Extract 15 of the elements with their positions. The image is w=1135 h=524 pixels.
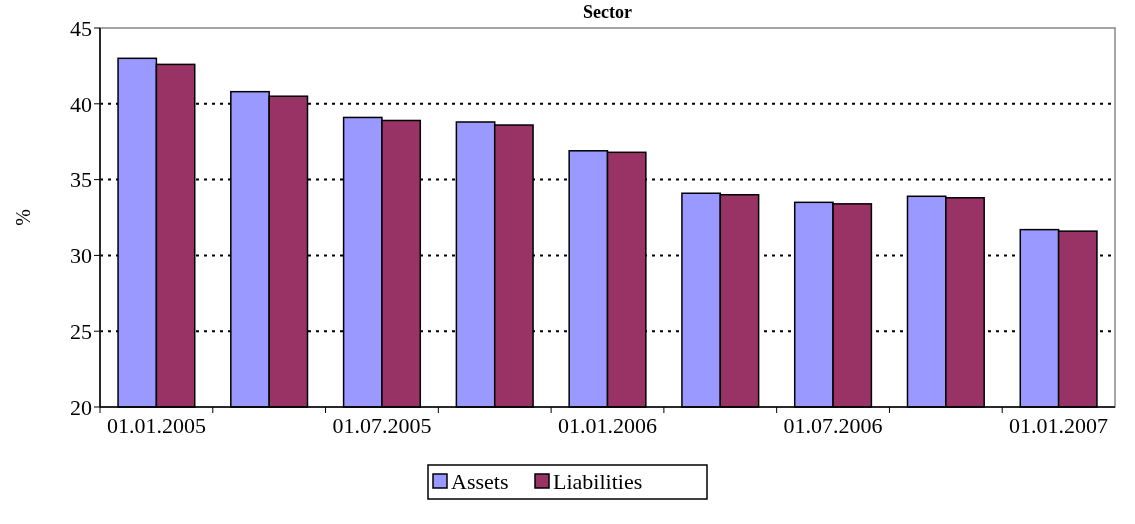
legend-label: Liabilities (553, 469, 643, 494)
y-axis-title: % (12, 209, 34, 226)
y-tick-label: 30 (70, 243, 92, 269)
y-tick-label: 45 (70, 15, 92, 41)
x-tick-label: 01.01.2006 (558, 413, 657, 438)
y-tick-label: 20 (70, 394, 92, 420)
y-tick-label: 35 (70, 167, 92, 193)
x-tick-label: 01.01.2007 (1009, 413, 1109, 438)
x-tick-label: 01.07.2005 (332, 413, 432, 438)
x-tick-label: 01.07.2006 (783, 413, 883, 438)
chart-title: Sector (583, 2, 632, 22)
legend-label: Assets (451, 469, 509, 494)
x-tick-label: 01.01.2005 (106, 413, 206, 438)
y-tick-label: 25 (70, 318, 92, 344)
y-tick-label: 40 (70, 91, 92, 117)
